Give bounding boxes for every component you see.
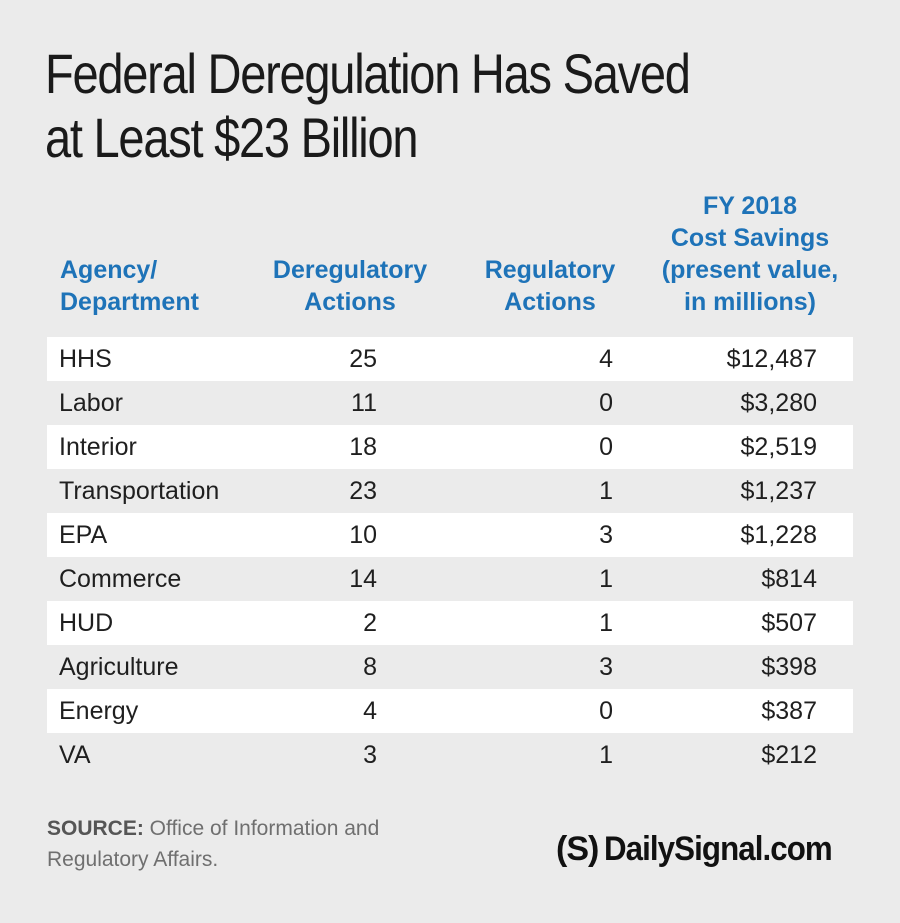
header-cost-line-4: in millions) [684, 288, 816, 316]
cell-deregulatory: 8 [363, 653, 377, 681]
header-reg-line-2: Actions [504, 288, 596, 316]
table-row: Agriculture 8 3 $398 [47, 645, 853, 689]
table-row: Commerce 14 1 $814 [47, 557, 853, 601]
cell-cost-savings: $1,237 [740, 477, 817, 505]
cell-cost-savings: $212 [761, 741, 817, 769]
cell-regulatory: 0 [599, 697, 613, 725]
cell-regulatory: 1 [599, 741, 613, 769]
header-cost-line-1: FY 2018 [702, 192, 798, 220]
title-line-2: at Least $23 Billion [45, 106, 419, 169]
cell-cost-savings: $387 [761, 697, 817, 725]
cell-agency: Labor [59, 389, 123, 417]
cell-deregulatory: 25 [349, 345, 377, 373]
header-agency-line-2: Department [60, 288, 199, 316]
cell-regulatory: 4 [599, 345, 613, 373]
cell-regulatory: 0 [599, 389, 613, 417]
cell-deregulatory: 11 [351, 389, 377, 417]
cell-agency: EPA [59, 521, 108, 549]
header-agency-line-1: Agency/ [60, 256, 158, 284]
cell-cost-savings: $398 [761, 653, 817, 681]
cell-agency: HHS [59, 345, 112, 373]
header-dereg-line-1: Deregulatory [272, 256, 428, 284]
header-deregulatory: Deregulatory Actions [255, 254, 445, 318]
cell-agency: Commerce [59, 565, 182, 593]
cell-agency: HUD [59, 609, 114, 637]
header-cost-line-2: Cost Savings [670, 224, 830, 252]
cell-regulatory: 1 [599, 565, 613, 593]
table-row: HUD 2 1 $507 [47, 601, 853, 645]
cell-regulatory: 0 [599, 433, 613, 461]
table-row: Interior 18 0 $2,519 [47, 425, 853, 469]
logo-name: DailySignal.com [604, 830, 833, 868]
header-dereg-line-2: Actions [304, 288, 396, 316]
header-cost-line-3: (present value, [661, 256, 839, 284]
daily-signal-logo: (S) DailySignal.com [556, 830, 852, 869]
cell-cost-savings: $507 [761, 609, 817, 637]
chart-title: Federal Deregulation Has Saved at Least … [45, 42, 742, 170]
source-text: Office of Information and Regulatory Aff… [47, 817, 380, 871]
cell-deregulatory: 3 [363, 741, 377, 769]
table-row: Transportation 23 1 $1,237 [47, 469, 853, 513]
table-row: Labor 11 0 $3,280 [47, 381, 853, 425]
source-label: SOURCE: [47, 817, 144, 840]
cell-agency: Energy [59, 697, 139, 725]
cell-deregulatory: 18 [349, 433, 377, 461]
cell-deregulatory: 23 [349, 477, 377, 505]
cell-deregulatory: 2 [363, 609, 377, 637]
data-table: HHS 25 4 $12,487 Labor 11 0 $3,280 Interior 18 0 $2… [47, 337, 853, 777]
cell-cost-savings: $12,487 [726, 345, 817, 373]
table-row: HHS 25 4 $12,487 [47, 337, 853, 381]
table-row: VA 3 1 $212 [47, 733, 853, 777]
header-cost-savings: FY 2018 Cost Savings (present value, in … [655, 190, 845, 318]
cell-cost-savings: $1,228 [740, 521, 817, 549]
header-regulatory: Regulatory Actions [460, 254, 640, 318]
cell-cost-savings: $3,280 [740, 389, 817, 417]
cell-regulatory: 3 [599, 521, 613, 549]
header-agency: Agency/ Department [60, 254, 199, 318]
cell-agency: VA [59, 741, 91, 769]
cell-deregulatory: 10 [349, 521, 377, 549]
header-reg-line-1: Regulatory [484, 256, 616, 284]
cell-cost-savings: $2,519 [740, 433, 817, 461]
title-line-1: Federal Deregulation Has Saved [45, 42, 691, 105]
table-row: Energy 4 0 $387 [47, 689, 853, 733]
cell-agency: Agriculture [59, 653, 179, 681]
cell-deregulatory: 4 [363, 697, 377, 725]
cell-cost-savings: $814 [761, 565, 817, 593]
cell-regulatory: 3 [599, 653, 613, 681]
cell-deregulatory: 14 [349, 565, 377, 593]
logo-mark: (S) [556, 830, 599, 868]
cell-regulatory: 1 [599, 477, 613, 505]
cell-regulatory: 1 [599, 609, 613, 637]
source-note: SOURCE: Office of Information and Regula… [47, 813, 407, 875]
cell-agency: Interior [59, 433, 137, 461]
cell-agency: Transportation [59, 477, 220, 505]
table-row: EPA 10 3 $1,228 [47, 513, 853, 557]
